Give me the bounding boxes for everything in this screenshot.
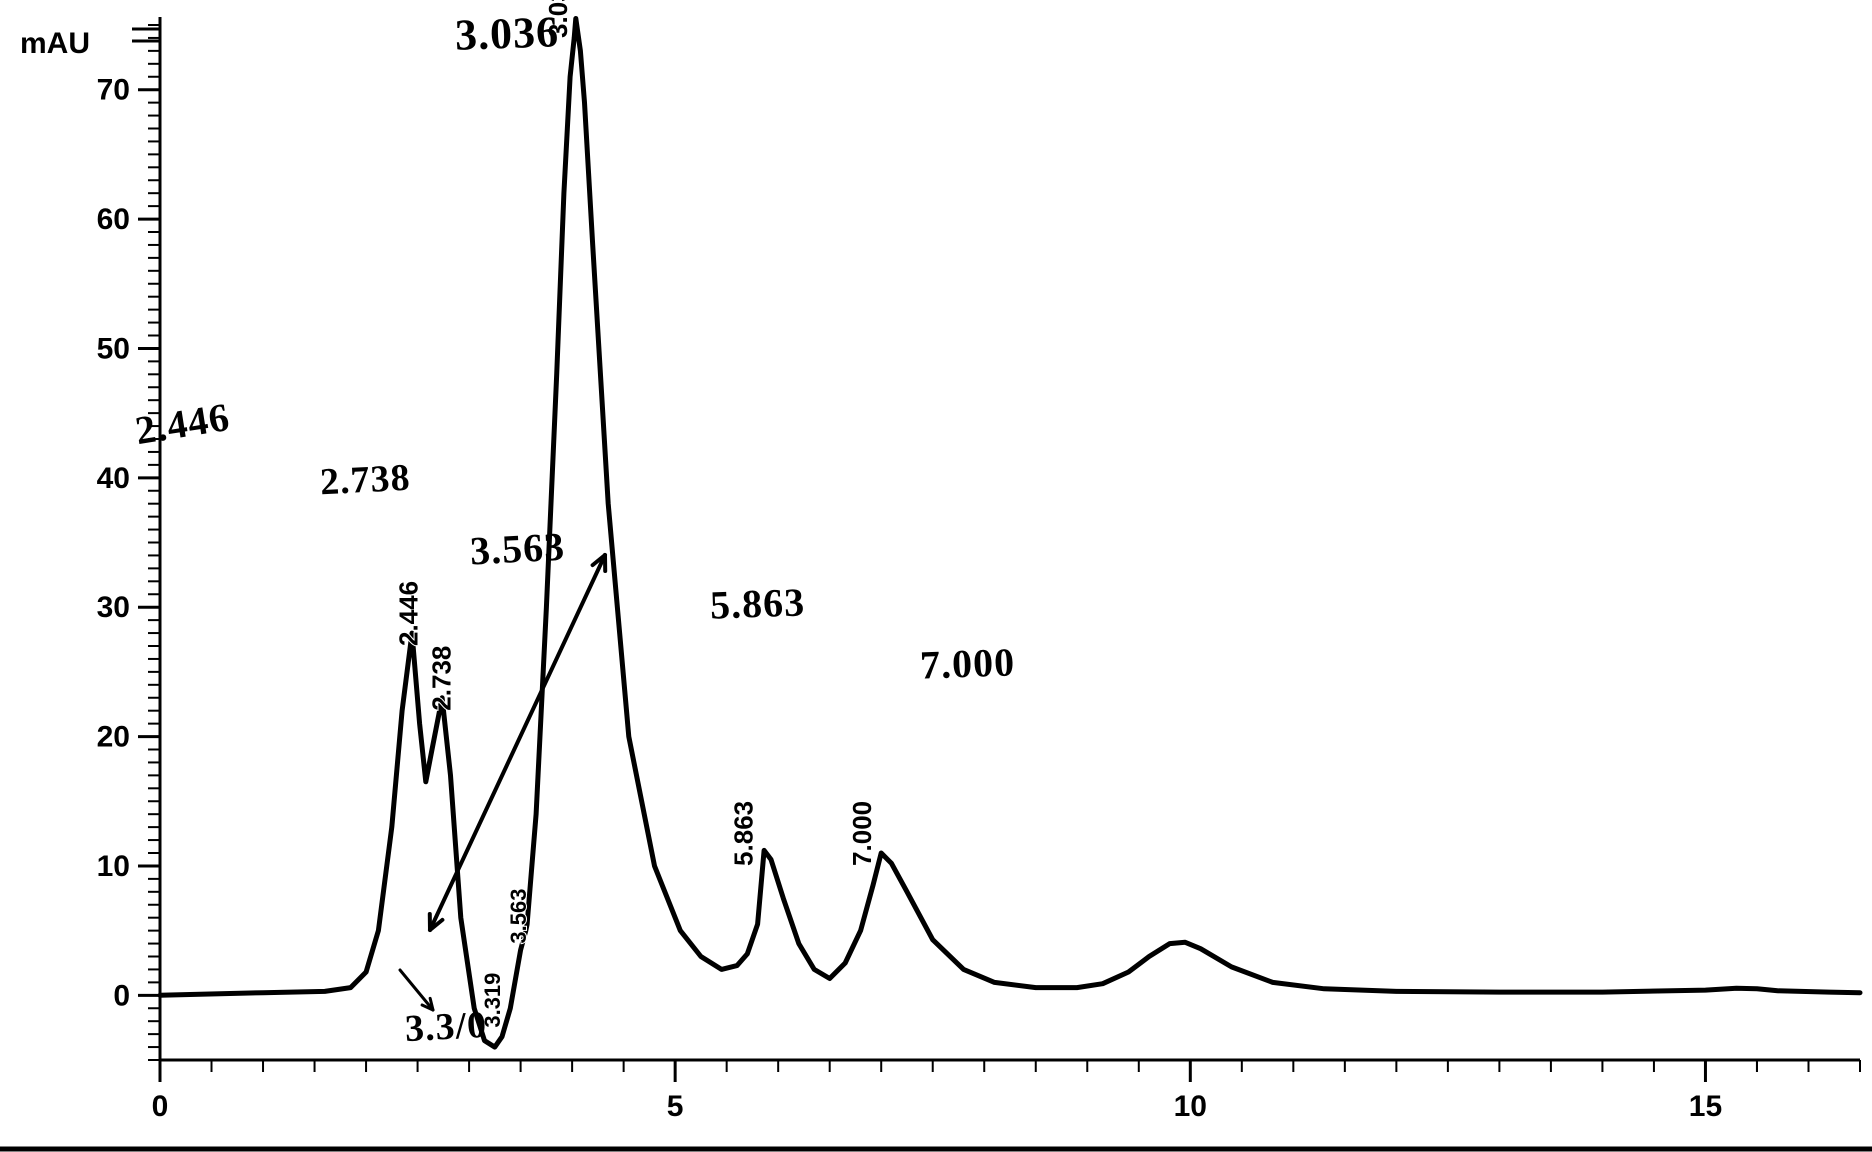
- peak-label: 3.563: [506, 889, 531, 944]
- peak-label: 7.000: [847, 801, 877, 866]
- y-tick-label: 70: [97, 74, 130, 107]
- peak-label: 2.446: [394, 581, 424, 646]
- peak-label: 5.863: [728, 801, 758, 866]
- y-tick-label: 50: [97, 332, 130, 365]
- y-axis-label: mAU: [20, 27, 90, 60]
- handwritten-annotation: 7.000: [919, 638, 1016, 688]
- handwritten-annotation: 3.3/0: [404, 1003, 488, 1051]
- handwritten-annotation: 5.863: [709, 578, 806, 628]
- y-tick-label: 20: [97, 721, 130, 754]
- chromatogram-chart: 010203040506070mAU0510152.4462.7383.3193…: [0, 0, 1872, 1152]
- handwritten-annotation: 3.036: [454, 6, 560, 61]
- x-tick-label: 5: [667, 1090, 684, 1123]
- y-tick-label: 60: [97, 203, 130, 236]
- x-tick-label: 15: [1689, 1090, 1722, 1123]
- peak-label: 2.738: [427, 646, 457, 711]
- y-tick-label: 40: [97, 462, 130, 495]
- y-tick-label: 10: [97, 850, 130, 883]
- x-tick-label: 10: [1174, 1090, 1207, 1123]
- chromatogram-svg: 010203040506070mAU0510152.4462.7383.3193…: [0, 0, 1872, 1152]
- handwritten-annotation: 2.738: [319, 456, 412, 505]
- y-tick-label: 30: [97, 591, 130, 624]
- x-tick-label: 0: [152, 1090, 169, 1123]
- y-tick-label: 0: [113, 979, 130, 1012]
- handwritten-annotation: 3.563: [469, 523, 566, 575]
